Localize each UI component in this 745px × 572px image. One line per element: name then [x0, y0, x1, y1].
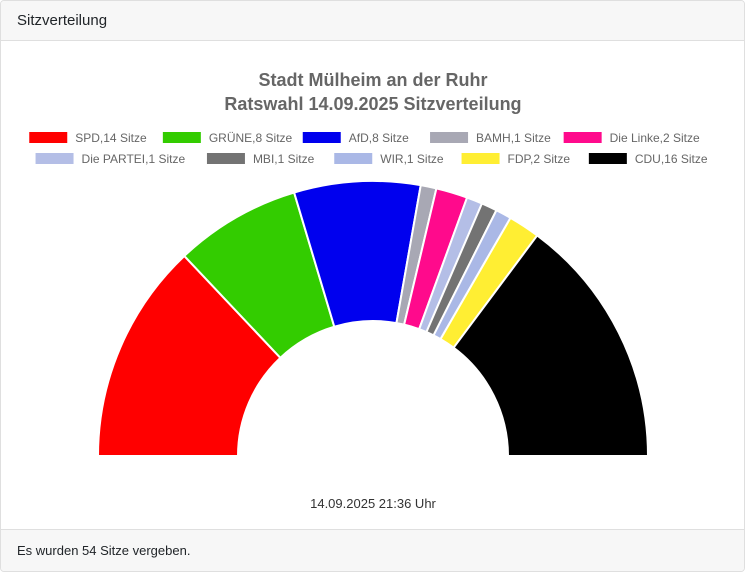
- legend-swatch-bamh: [430, 132, 469, 143]
- legend-item-mbi[interactable]: MBI,1 Sitze: [206, 152, 315, 166]
- legend-label-fdp: FDP,2 Sitze: [508, 152, 571, 166]
- legend-item-fdp[interactable]: FDP,2 Sitze: [461, 152, 571, 166]
- legend-item-afd[interactable]: AfD,8 Sitze: [302, 131, 409, 145]
- card-header: Sitzverteilung: [1, 1, 744, 41]
- chart-slices: [97, 180, 649, 457]
- legend-swatch-wir: [334, 153, 373, 164]
- legend-label-bamh: BAMH,1 Sitze: [476, 131, 551, 145]
- legend-swatch-spd: [29, 132, 68, 143]
- legend-label-die-linke: Die Linke,2 Sitze: [610, 131, 700, 145]
- slice-spd[interactable]: [97, 254, 282, 457]
- legend-label-cdu: CDU,16 Sitze: [635, 152, 708, 166]
- seat-distribution-chart: Stadt Mülheim an der Ruhr Ratswahl 14.09…: [29, 70, 708, 511]
- legend-item-cdu[interactable]: CDU,16 Sitze: [588, 152, 708, 166]
- legend-swatch-cdu: [588, 153, 627, 164]
- chart-timestamp: 14.09.2025 21:36 Uhr: [310, 496, 436, 511]
- card-footer: Es wurden 54 Sitze vergeben.: [1, 529, 744, 571]
- legend-label-die-partei: Die PARTEI,1 Sitze: [82, 152, 186, 166]
- chart-legend: SPD,14 Sitze GRÜNE,8 Sitze AfD,8 Sitze BAMH…: [29, 131, 708, 166]
- legend-label-afd: AfD,8 Sitze: [349, 131, 409, 145]
- legend-label-gr-ne: GRÜNE,8 Sitze: [209, 131, 293, 145]
- footer-seat-summary: Es wurden 54 Sitze vergeben.: [17, 543, 191, 558]
- chart-title-line-2: Ratswahl 14.09.2025 Sitzverteilung: [224, 94, 521, 114]
- chart-title-line-1: Stadt Mülheim an der Ruhr: [258, 70, 487, 90]
- legend-label-mbi: MBI,1 Sitze: [253, 152, 315, 166]
- slice-cdu[interactable]: [452, 234, 649, 457]
- legend-label-wir: WIR,1 Sitze: [380, 152, 444, 166]
- legend-swatch-afd: [302, 132, 341, 143]
- legend-swatch-fdp: [461, 153, 500, 164]
- legend-item-die-linke[interactable]: Die Linke,2 Sitze: [563, 131, 700, 145]
- legend-item-wir[interactable]: WIR,1 Sitze: [334, 152, 444, 166]
- card-title: Sitzverteilung: [17, 12, 108, 29]
- legend-label-spd: SPD,14 Sitze: [75, 131, 147, 145]
- legend-item-gr-ne[interactable]: GRÜNE,8 Sitze: [162, 131, 293, 145]
- legend-swatch-gr-ne: [162, 132, 201, 143]
- legend-item-die-partei[interactable]: Die PARTEI,1 Sitze: [35, 152, 186, 166]
- legend-item-spd[interactable]: SPD,14 Sitze: [29, 131, 147, 145]
- legend-swatch-die-linke: [563, 132, 602, 143]
- legend-item-bamh[interactable]: BAMH,1 Sitze: [430, 131, 551, 145]
- legend-swatch-mbi: [206, 153, 245, 164]
- legend-swatch-die-partei: [35, 153, 74, 164]
